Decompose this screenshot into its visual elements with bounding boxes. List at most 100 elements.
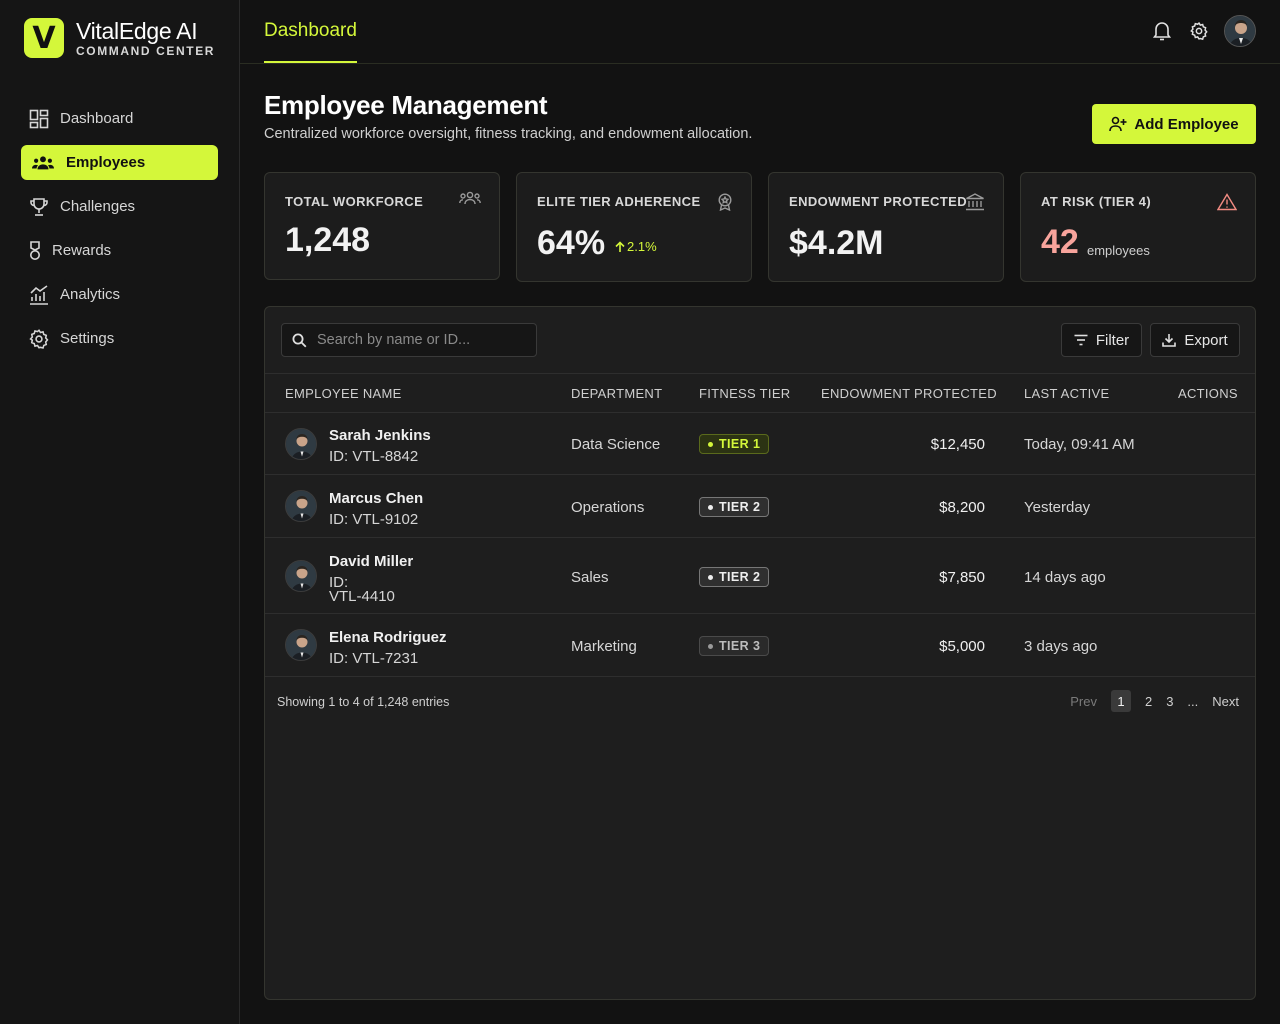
stat-card-total-workforce: TOTAL WORKFORCE 1,248: [264, 172, 500, 280]
employee-avatar[interactable]: [285, 428, 317, 460]
pagination-page-3[interactable]: 3: [1166, 693, 1174, 709]
stat-label: ELITE TIER ADHERENCE: [537, 194, 701, 209]
employee-name[interactable]: Elena Rodriguez: [329, 629, 447, 646]
pagination-page-1[interactable]: 1: [1110, 690, 1131, 712]
employee-id: ID: VTL-7231: [329, 650, 419, 667]
employee-department: Marketing: [571, 638, 637, 655]
employee-id-prefix: ID:: [329, 574, 349, 591]
table-header: EMPLOYEE NAME DEPARTMENT FITNESS TIER EN…: [265, 373, 1255, 413]
employee-department: Operations: [571, 499, 645, 516]
pagination: Prev 1 2 3 ... Next: [1056, 690, 1239, 712]
tier-label: TIER 2: [719, 500, 761, 514]
brand-subtitle: COMMAND CENTER: [76, 44, 216, 58]
gear-icon[interactable]: [1187, 19, 1211, 43]
table-row[interactable]: Sarah Jenkins ID: VTL-8842 Data Science …: [265, 413, 1255, 475]
sidebar-nav: Dashboard Employees Challenges: [21, 101, 218, 365]
search-input[interactable]: [317, 332, 527, 348]
add-employee-button[interactable]: Add Employee: [1092, 104, 1256, 144]
column-header-employee-name[interactable]: EMPLOYEE NAME: [285, 386, 402, 401]
employee-avatar[interactable]: [285, 629, 317, 661]
brand-logo: V: [24, 18, 64, 58]
tier-dot: [708, 441, 713, 447]
tier-dot: [708, 574, 713, 580]
tier-label: TIER 2: [719, 570, 761, 584]
arrow-up-icon: [615, 240, 625, 253]
table-row[interactable]: David Miller ID: VTL-4410 Sales TIER 2 $…: [265, 538, 1255, 614]
bank-icon: [965, 193, 985, 216]
stat-unit: employees: [1087, 243, 1150, 258]
page-title: Employee Management: [264, 90, 548, 120]
column-header-fitness-tier[interactable]: FITNESS TIER: [699, 386, 791, 401]
pagination-page-2[interactable]: 2: [1144, 693, 1153, 709]
tier-label: TIER 1: [719, 437, 761, 451]
sidebar-item-label: Dashboard: [60, 110, 134, 127]
filter-icon: [1074, 334, 1088, 346]
column-header-last-active[interactable]: LAST ACTIVE: [1024, 386, 1110, 401]
tab-dashboard[interactable]: Dashboard: [264, 0, 357, 63]
employee-name[interactable]: Sarah Jenkins: [329, 427, 431, 444]
sidebar-item-dashboard[interactable]: Dashboard: [21, 101, 218, 136]
employee-table-panel: Filter Export EMPLOYEE NAME DEPARTMENT F…: [264, 306, 1256, 1000]
endowment-value: $8,200: [939, 499, 985, 516]
employee-id-code: VTL-4410: [329, 588, 395, 605]
stat-label: AT RISK (TIER 4): [1041, 194, 1152, 209]
stat-label: ENDOWMENT PROTECTED: [789, 194, 968, 209]
endowment-value: $5,000: [939, 638, 985, 655]
medal-icon: [28, 240, 42, 262]
employee-name[interactable]: David Miller: [329, 553, 414, 570]
tier-label: TIER 3: [719, 639, 761, 653]
sidebar-item-rewards[interactable]: Rewards: [21, 233, 218, 268]
tier-dot: [708, 504, 713, 510]
bell-icon[interactable]: [1150, 19, 1174, 43]
column-header-department[interactable]: DEPARTMENT: [571, 386, 663, 401]
stat-value: $4.2M: [789, 224, 884, 262]
pagination-prev[interactable]: Prev: [1070, 693, 1097, 709]
sidebar-item-label: Employees: [66, 154, 146, 171]
add-user-icon: [1109, 116, 1127, 132]
stat-delta-value: 2.1%: [627, 239, 657, 254]
employee-avatar[interactable]: [285, 490, 317, 522]
page-subtitle: Centralized workforce oversight, fitness…: [264, 126, 753, 142]
sidebar-item-analytics[interactable]: Analytics: [21, 277, 218, 312]
gear-icon: [28, 328, 50, 350]
column-header-actions: ACTIONS: [1178, 386, 1238, 401]
sidebar-item-settings[interactable]: Settings: [21, 321, 218, 356]
last-active: Today, 09:41 AM: [1024, 436, 1135, 453]
avatar[interactable]: [1224, 15, 1256, 47]
brand[interactable]: V VitalEdge AI COMMAND CENTER: [24, 18, 215, 58]
stat-label: TOTAL WORKFORCE: [285, 194, 424, 209]
sidebar-item-employees[interactable]: Employees: [21, 145, 218, 180]
users-icon: [32, 152, 54, 174]
column-header-endowment-protected[interactable]: ENDOWMENT PROTECTED: [821, 386, 997, 401]
employee-department: Sales: [571, 569, 609, 586]
export-button[interactable]: Export: [1150, 323, 1240, 357]
pagination-next[interactable]: Next: [1212, 693, 1239, 709]
endowment-value: $12,450: [930, 436, 985, 453]
pagination-ellipsis: ...: [1187, 693, 1199, 709]
sidebar-item-challenges[interactable]: Challenges: [21, 189, 218, 224]
employee-name[interactable]: Marcus Chen: [329, 490, 424, 507]
table-row[interactable]: Elena Rodriguez ID: VTL-7231 Marketing T…: [265, 614, 1255, 677]
last-active: 14 days ago: [1024, 569, 1106, 586]
employee-id: ID: VTL-9102: [329, 511, 419, 528]
last-active: Yesterday: [1024, 499, 1091, 516]
stat-card-at-risk: AT RISK (TIER 4) 42 employees: [1020, 172, 1256, 282]
badge-icon: [717, 193, 733, 216]
stat-delta: 2.1%: [615, 239, 657, 254]
employee-id: ID: VTL-8842: [329, 448, 419, 465]
tier-badge: TIER 2: [699, 567, 770, 587]
tier-badge: TIER 2: [699, 497, 770, 517]
search-box[interactable]: [281, 323, 537, 357]
filter-label: Filter: [1095, 331, 1130, 349]
stat-card-elite-tier-adherence: ELITE TIER ADHERENCE 64% 2.1%: [516, 172, 752, 282]
sidebar: V VitalEdge AI COMMAND CENTER Dashboard: [0, 0, 240, 1024]
filter-button[interactable]: Filter: [1061, 323, 1142, 357]
sidebar-item-label: Rewards: [52, 242, 112, 259]
top-bar: Dashboard: [240, 0, 1280, 64]
employee-department: Data Science: [571, 436, 661, 453]
add-employee-label: Add Employee: [1134, 115, 1239, 133]
download-icon: [1162, 333, 1177, 347]
team-icon: [459, 191, 481, 210]
employee-avatar[interactable]: [285, 560, 317, 592]
table-row[interactable]: Marcus Chen ID: VTL-9102 Operations TIER…: [265, 475, 1255, 538]
